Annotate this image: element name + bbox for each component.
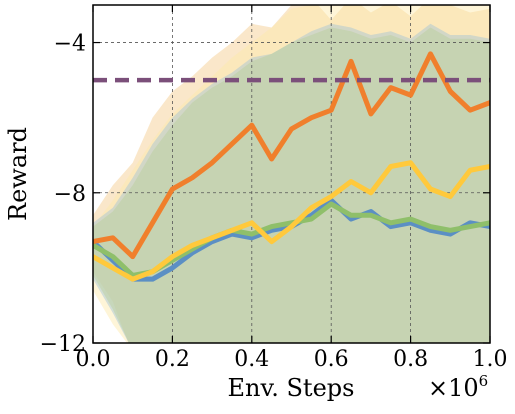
x-offset-base: ×10	[428, 374, 479, 402]
y-axis-title: Reward	[4, 127, 32, 221]
x-tick-label-2: 0.4	[234, 347, 269, 372]
plot-frame	[92, 4, 491, 344]
x-offset-exponent: 6	[479, 372, 489, 390]
x-offset-label: ×106	[428, 372, 488, 402]
x-tick-label-1: 0.2	[155, 347, 190, 372]
x-axis-title: Env. Steps	[228, 374, 355, 402]
confidence-band-3	[93, 23, 490, 343]
x-tick-label-3: 0.6	[314, 347, 349, 372]
axis-ticks: 0.0 0.2 0.4 0.6 0.8 1.0 −12 −8 −4	[40, 5, 508, 372]
confidence-band-4	[93, 27, 490, 343]
series-line-2	[93, 160, 490, 282]
x-tick-label-0: 0.0	[76, 347, 111, 372]
series-line-1	[93, 51, 490, 260]
y-tick-label-0: −12	[40, 332, 86, 357]
x-tick-label-5: 1.0	[473, 347, 508, 372]
x-tick-label-4: 0.8	[393, 347, 428, 372]
y-tick-label-2: −4	[54, 32, 86, 57]
y-tick-label-1: −8	[54, 182, 86, 207]
series-lines	[93, 51, 490, 282]
